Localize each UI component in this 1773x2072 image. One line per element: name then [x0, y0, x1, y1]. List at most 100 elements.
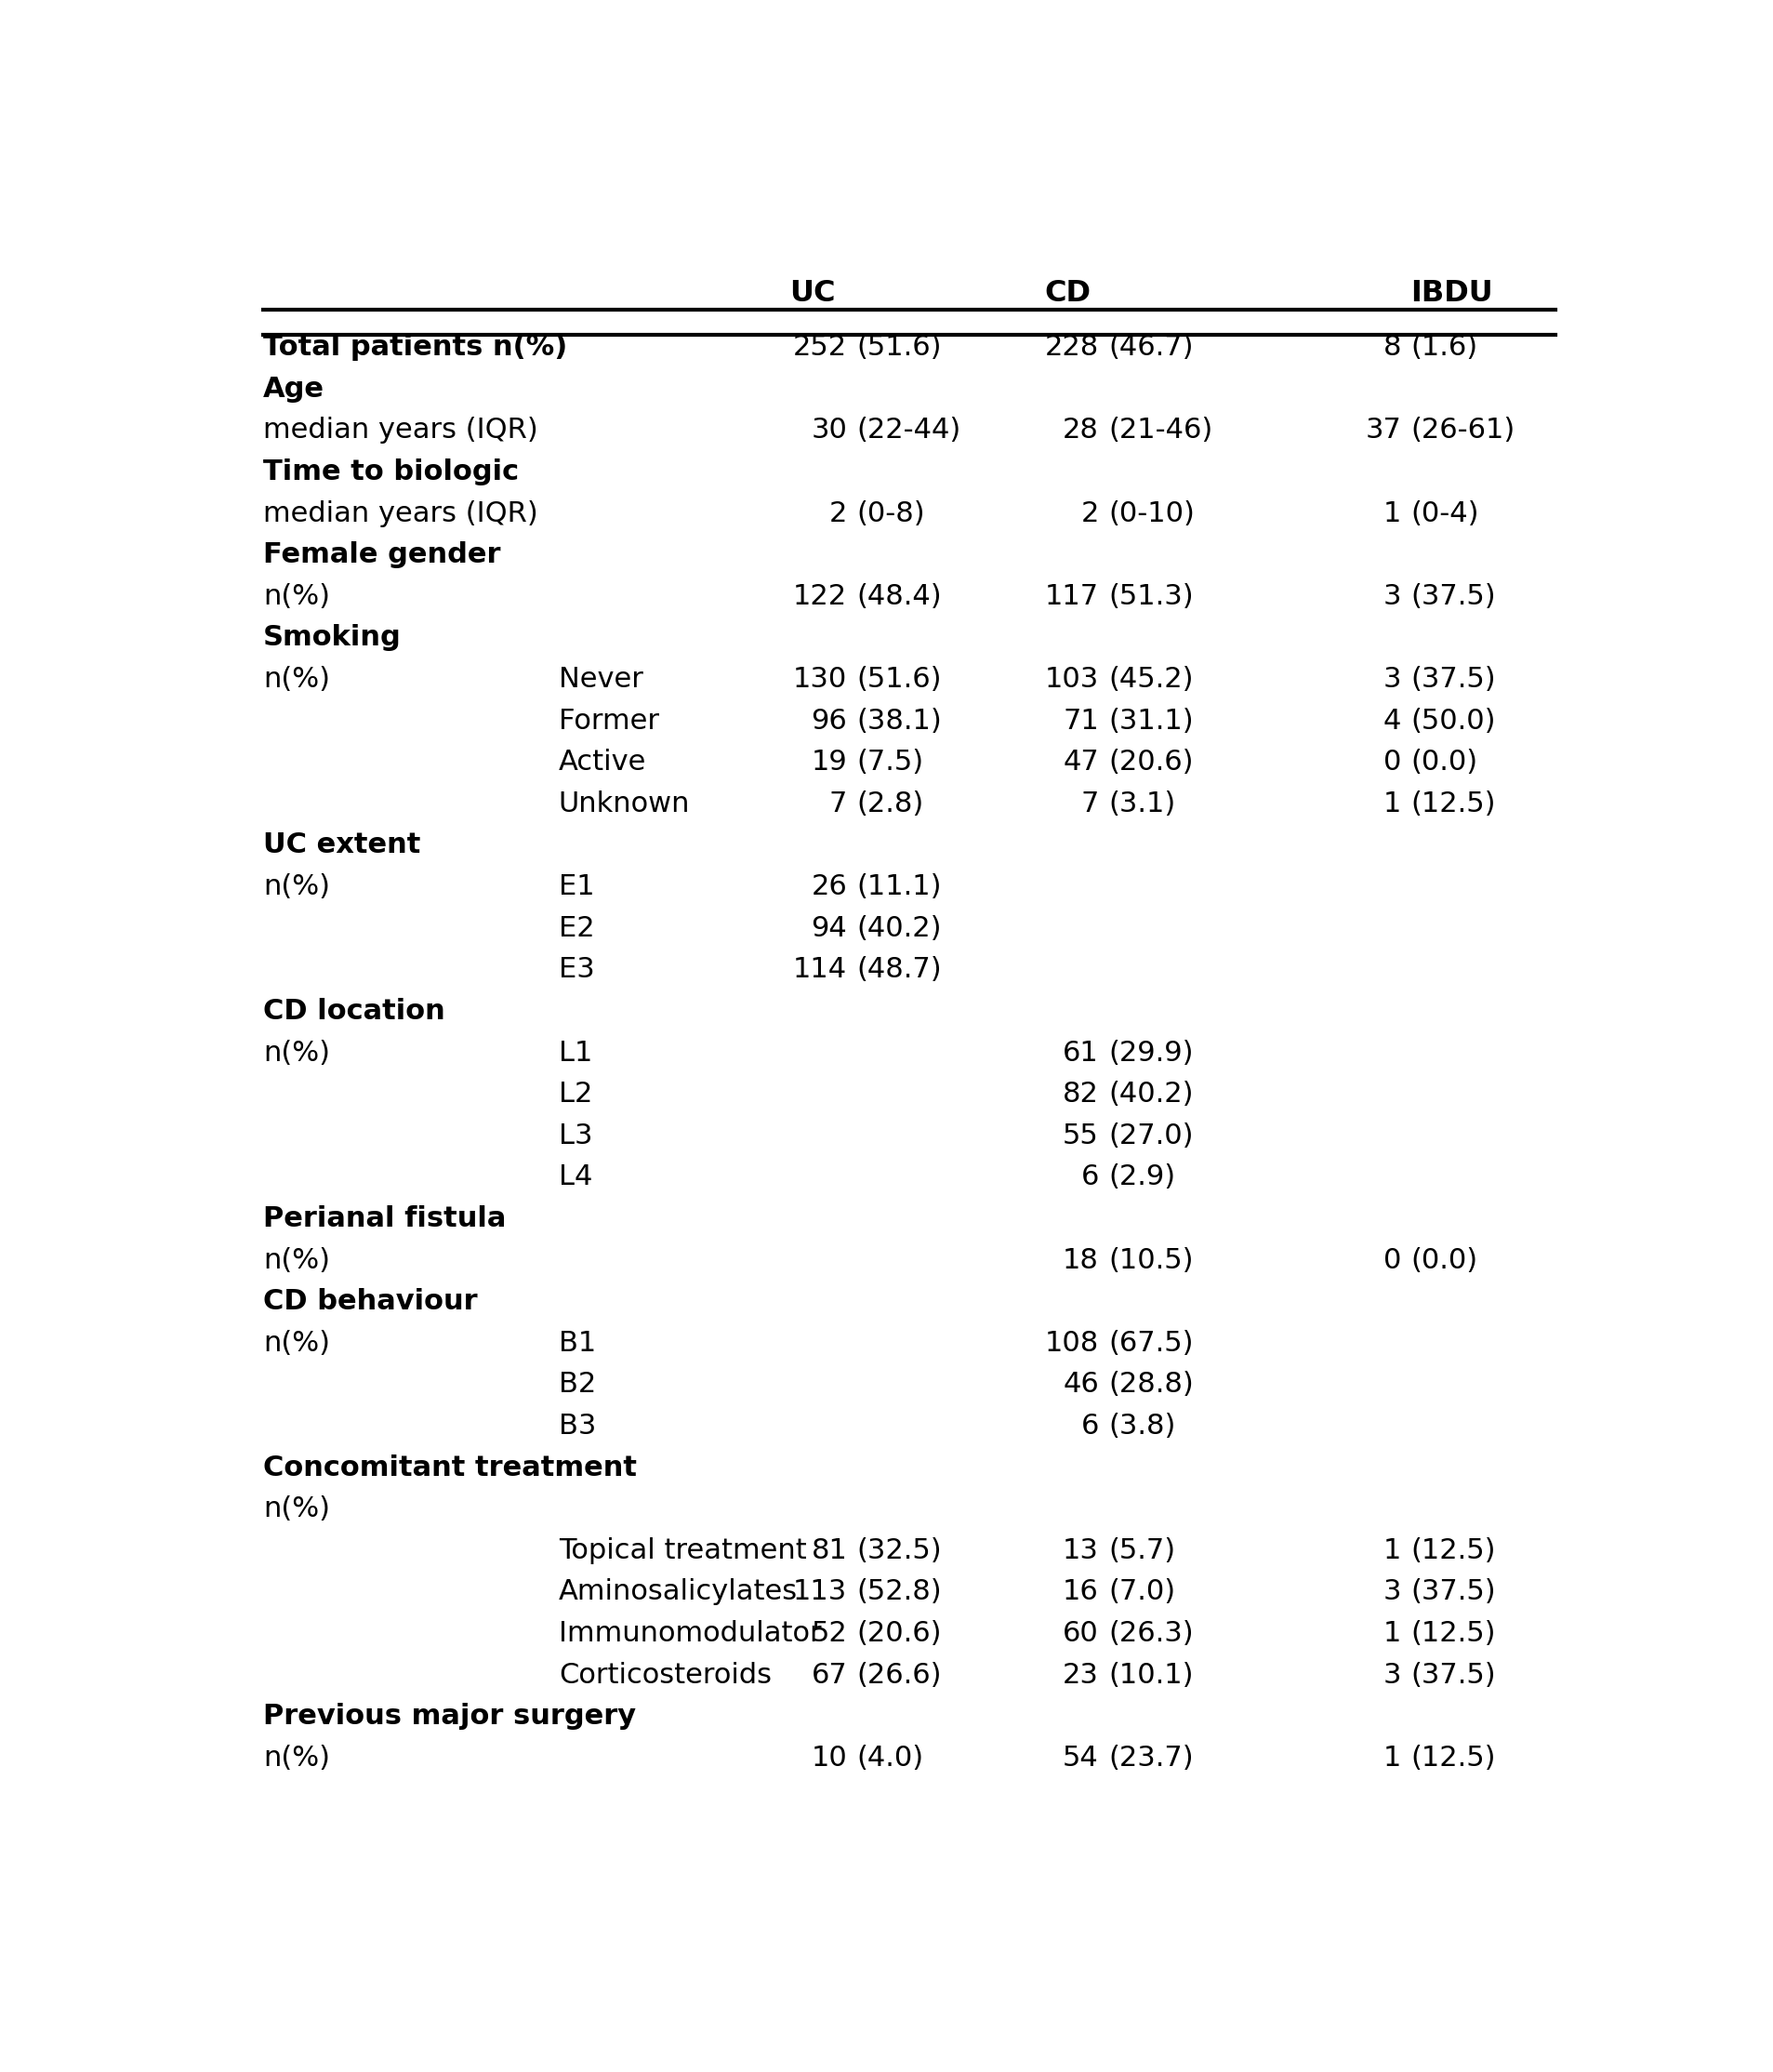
- Text: (37.5): (37.5): [1410, 1579, 1495, 1606]
- Text: (12.5): (12.5): [1410, 789, 1495, 816]
- Text: (45.2): (45.2): [1108, 665, 1193, 692]
- Text: L3: L3: [558, 1123, 592, 1150]
- Text: (51.6): (51.6): [856, 665, 941, 692]
- Text: (29.9): (29.9): [1108, 1040, 1193, 1067]
- Text: n(%): n(%): [262, 1745, 330, 1772]
- Text: (22-44): (22-44): [856, 416, 961, 443]
- Text: 6: 6: [1080, 1164, 1097, 1191]
- Text: (48.7): (48.7): [856, 957, 941, 984]
- Text: n(%): n(%): [262, 582, 330, 609]
- Text: 1: 1: [1383, 1745, 1401, 1772]
- Text: (5.7): (5.7): [1108, 1537, 1175, 1564]
- Text: CD behaviour: CD behaviour: [262, 1289, 477, 1316]
- Text: Unknown: Unknown: [558, 789, 690, 816]
- Text: 114: 114: [793, 957, 847, 984]
- Text: Active: Active: [558, 748, 645, 775]
- Text: Age: Age: [262, 375, 324, 402]
- Text: (37.5): (37.5): [1410, 582, 1495, 609]
- Text: (0-8): (0-8): [856, 499, 926, 526]
- Text: n(%): n(%): [262, 1040, 330, 1067]
- Text: 228: 228: [1044, 334, 1097, 361]
- Text: B1: B1: [558, 1330, 596, 1357]
- Text: 46: 46: [1062, 1372, 1097, 1399]
- Text: (32.5): (32.5): [856, 1537, 941, 1564]
- Text: 1: 1: [1383, 1537, 1401, 1564]
- Text: 30: 30: [810, 416, 847, 443]
- Text: 3: 3: [1383, 1579, 1401, 1606]
- Text: 67: 67: [810, 1662, 847, 1689]
- Text: (37.5): (37.5): [1410, 665, 1495, 692]
- Text: (12.5): (12.5): [1410, 1620, 1495, 1647]
- Text: 1: 1: [1383, 1620, 1401, 1647]
- Text: 61: 61: [1062, 1040, 1097, 1067]
- Text: 2: 2: [828, 499, 847, 526]
- Text: (7.0): (7.0): [1108, 1579, 1175, 1606]
- Text: 0: 0: [1383, 748, 1401, 775]
- Text: (27.0): (27.0): [1108, 1123, 1193, 1150]
- Text: 54: 54: [1062, 1745, 1097, 1772]
- Text: (1.6): (1.6): [1410, 334, 1477, 361]
- Text: 8: 8: [1383, 334, 1401, 361]
- Text: (7.5): (7.5): [856, 748, 924, 775]
- Text: 16: 16: [1062, 1579, 1097, 1606]
- Text: 82: 82: [1062, 1082, 1097, 1109]
- Text: Former: Former: [558, 707, 658, 733]
- Text: (4.0): (4.0): [856, 1745, 924, 1772]
- Text: 23: 23: [1062, 1662, 1097, 1689]
- Text: 103: 103: [1044, 665, 1097, 692]
- Text: E2: E2: [558, 916, 594, 943]
- Text: (26.3): (26.3): [1108, 1620, 1193, 1647]
- Text: 130: 130: [793, 665, 847, 692]
- Text: IBDU: IBDU: [1410, 280, 1493, 309]
- Text: 2: 2: [1080, 499, 1097, 526]
- Text: Female gender: Female gender: [262, 541, 500, 568]
- Text: 60: 60: [1062, 1620, 1097, 1647]
- Text: (51.3): (51.3): [1108, 582, 1193, 609]
- Text: 0: 0: [1383, 1247, 1401, 1274]
- Text: Never: Never: [558, 665, 644, 692]
- Text: 3: 3: [1383, 582, 1401, 609]
- Text: (20.6): (20.6): [1108, 748, 1193, 775]
- Text: 7: 7: [1080, 789, 1097, 816]
- Text: 13: 13: [1062, 1537, 1097, 1564]
- Text: Corticosteroids: Corticosteroids: [558, 1662, 771, 1689]
- Text: (3.8): (3.8): [1108, 1413, 1175, 1440]
- Text: 3: 3: [1383, 1662, 1401, 1689]
- Text: n(%): n(%): [262, 1247, 330, 1274]
- Text: n(%): n(%): [262, 872, 330, 901]
- Text: (12.5): (12.5): [1410, 1537, 1495, 1564]
- Text: (50.0): (50.0): [1410, 707, 1495, 733]
- Text: (0.0): (0.0): [1410, 748, 1477, 775]
- Text: Aminosalicylates: Aminosalicylates: [558, 1579, 798, 1606]
- Text: (0-10): (0-10): [1108, 499, 1195, 526]
- Text: Immunomodulator: Immunomodulator: [558, 1620, 821, 1647]
- Text: 71: 71: [1062, 707, 1097, 733]
- Text: (40.2): (40.2): [856, 916, 941, 943]
- Text: (31.1): (31.1): [1108, 707, 1193, 733]
- Text: 47: 47: [1062, 748, 1097, 775]
- Text: (26.6): (26.6): [856, 1662, 941, 1689]
- Text: B3: B3: [558, 1413, 596, 1440]
- Text: n(%): n(%): [262, 1330, 330, 1357]
- Text: (10.1): (10.1): [1108, 1662, 1193, 1689]
- Text: UC: UC: [789, 280, 835, 309]
- Text: (23.7): (23.7): [1108, 1745, 1193, 1772]
- Text: 122: 122: [793, 582, 847, 609]
- Text: CD: CD: [1044, 280, 1090, 309]
- Text: 81: 81: [810, 1537, 847, 1564]
- Text: 3: 3: [1383, 665, 1401, 692]
- Text: (12.5): (12.5): [1410, 1745, 1495, 1772]
- Text: 55: 55: [1062, 1123, 1097, 1150]
- Text: UC extent: UC extent: [262, 831, 420, 858]
- Text: (52.8): (52.8): [856, 1579, 941, 1606]
- Text: E1: E1: [558, 872, 594, 901]
- Text: (38.1): (38.1): [856, 707, 941, 733]
- Text: 28: 28: [1062, 416, 1097, 443]
- Text: Time to biologic: Time to biologic: [262, 458, 518, 485]
- Text: B2: B2: [558, 1372, 596, 1399]
- Text: 18: 18: [1062, 1247, 1097, 1274]
- Text: (48.4): (48.4): [856, 582, 941, 609]
- Text: 4: 4: [1383, 707, 1401, 733]
- Text: (10.5): (10.5): [1108, 1247, 1193, 1274]
- Text: Concomitant treatment: Concomitant treatment: [262, 1455, 637, 1481]
